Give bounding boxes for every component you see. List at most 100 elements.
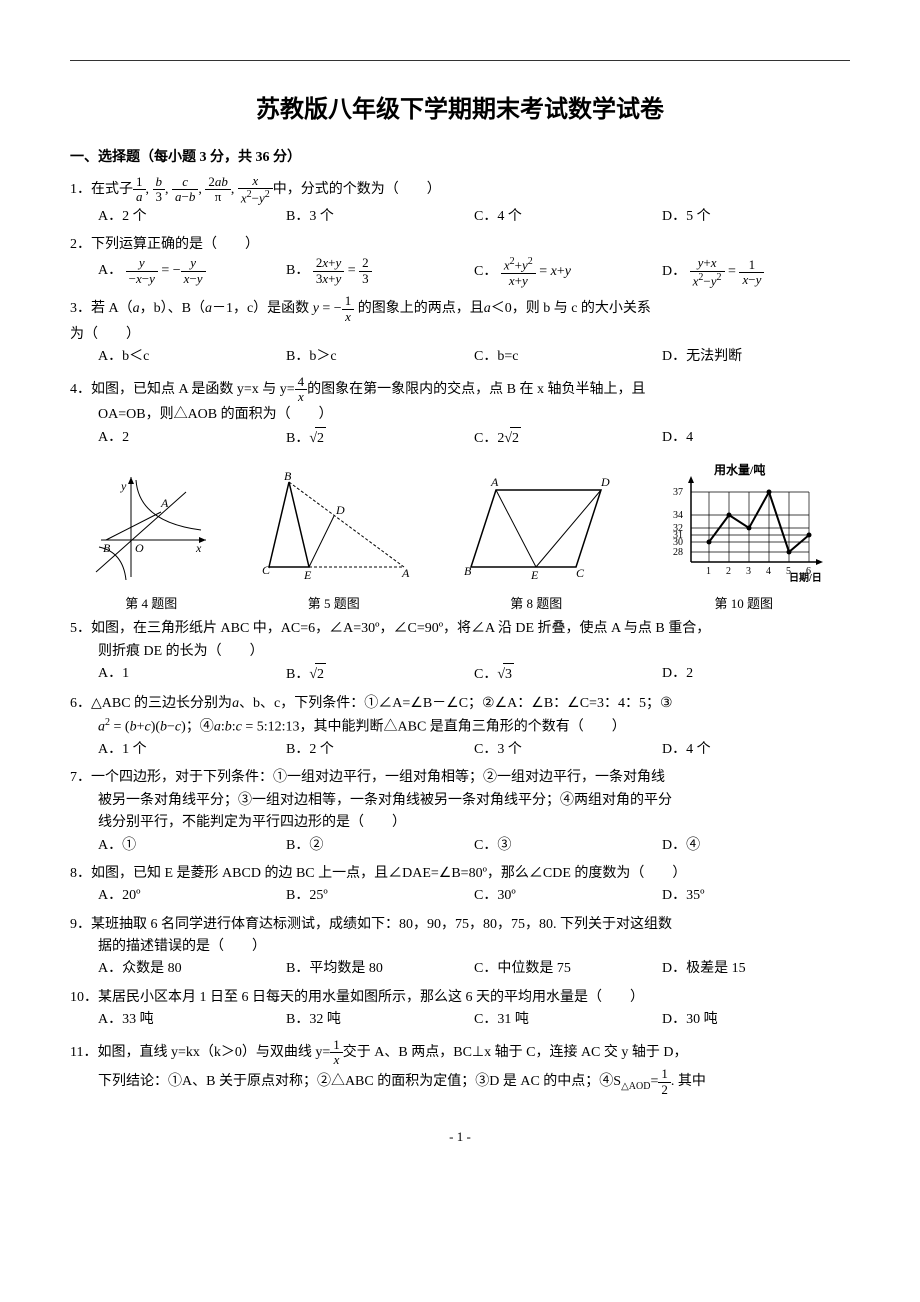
q4-num: 4． <box>70 379 91 401</box>
fig-8: A D B E C 第 8 题图 <box>456 472 616 614</box>
q7-num: 7． <box>70 767 91 789</box>
q8-stem: 如图，已知 E 是菱形 ABCD 的边 BC 上一点，且∠DAE=∠B=80º，… <box>91 863 686 885</box>
q6-optA: A．1 个 <box>98 739 286 761</box>
fig4-caption: 第 4 题图 <box>91 594 211 615</box>
q9-optC: C．中位数是 75 <box>474 958 662 980</box>
q10-optC: C．31 吨 <box>474 1009 662 1031</box>
svg-text:C: C <box>262 563 271 577</box>
fig8-caption: 第 8 题图 <box>456 594 616 615</box>
svg-text:2: 2 <box>726 566 731 577</box>
svg-text:B: B <box>103 541 111 555</box>
fig5-svg: B C E D A <box>254 472 414 582</box>
q6-optB: B．2 个 <box>286 739 474 761</box>
q6-optC: C．3 个 <box>474 739 662 761</box>
q1-optA: A．2 个 <box>98 206 286 228</box>
q9-stem-a: 某班抽取 6 名同学进行体育达标测试，成绩如下：80，90，75，80，75，8… <box>91 914 672 936</box>
svg-text:A: A <box>490 475 499 489</box>
q1-stem-b: 中，分式的个数为（ ） <box>273 179 441 201</box>
q5-optA: A．1 <box>98 663 286 686</box>
q1-expr: 1a, b3, ca−b, 2abπ, xx2−y2 <box>133 174 273 206</box>
svg-text:A: A <box>401 566 410 580</box>
q2-num: 2． <box>70 234 91 256</box>
question-6: 6． △ABC 的三边长分别为a、b、c，下列条件：①∠A=∠B－∠C；②∠A：… <box>70 693 850 762</box>
svg-text:28: 28 <box>673 547 683 558</box>
question-11: 11． 如图，直线 y=kx（k＞0）与双曲线 y=1x交于 A、B 两点，BC… <box>70 1038 850 1097</box>
q2-optD: D． y+xx2−y2 = 1x−y <box>662 256 850 288</box>
q3-stem: 若 A（a，b）、B（a－1，c）是函数 y = −1x 的图象上的两点，且a＜… <box>91 294 651 324</box>
question-10: 10． 某居民小区本月 1 日至 6 日每天的用水量如图所示，那么这 6 天的平… <box>70 987 850 1032</box>
page-number: - 1 - <box>70 1127 850 1148</box>
svg-text:A: A <box>160 496 169 510</box>
question-3: 3． 若 A（a，b）、B（a－1，c）是函数 y = −1x 的图象上的两点，… <box>70 294 850 368</box>
svg-text:4: 4 <box>766 566 771 577</box>
q3-num: 3． <box>70 298 91 320</box>
q6-stem: △ABC 的三边长分别为a、b、c，下列条件：①∠A=∠B－∠C；②∠A：∠B：… <box>91 693 673 715</box>
q3-optB: B．b＞c <box>286 346 474 368</box>
page-title: 苏教版八年级下学期期末考试数学试卷 <box>70 91 850 129</box>
q8-optC: C．30º <box>474 885 662 907</box>
q7-optB: B．② <box>286 835 474 857</box>
question-4: 4． 如图，已知点 A 是函数 y=x 与 y=4x的图象在第一象限内的交点，点… <box>70 375 850 450</box>
q4-optC: C．2√2 <box>474 427 662 450</box>
q10-stem: 某居民小区本月 1 日至 6 日每天的用水量如图所示，那么这 6 天的平均用水量… <box>98 987 644 1009</box>
q10-optD: D．30 吨 <box>662 1009 850 1031</box>
q4-optB: B．√2 <box>286 427 474 450</box>
q8-optA: A．20º <box>98 885 286 907</box>
svg-text:3: 3 <box>746 566 751 577</box>
q11-num: 11． <box>70 1042 97 1064</box>
svg-text:E: E <box>303 568 312 582</box>
question-2: 2． 下列运算正确的是（ ） A． y−x−y = −yx−y B． 2x+y3… <box>70 234 850 288</box>
q9-num: 9． <box>70 914 91 936</box>
q1-stem-a: 在式子 <box>91 179 133 201</box>
q8-optD: D．35º <box>662 885 850 907</box>
q9-stem-b: 据的描述错误的是（ ） <box>70 936 850 958</box>
q10-optB: B．32 吨 <box>286 1009 474 1031</box>
q10-optA: A．33 吨 <box>98 1009 286 1031</box>
svg-text:1: 1 <box>706 566 711 577</box>
q3-optD: D．无法判断 <box>662 346 850 368</box>
q3-stem-f: 为（ ） <box>70 324 850 346</box>
question-8: 8． 如图，已知 E 是菱形 ABCD 的边 BC 上一点，且∠DAE=∠B=8… <box>70 863 850 908</box>
fig10-caption: 第 10 题图 <box>659 594 829 615</box>
q7-stem-c: 线分别平行，不能判定为平行四边形的是（ ） <box>70 812 850 834</box>
q4-stem-c: OA=OB，则△AOB 的面积为（ ） <box>70 404 850 426</box>
fig8-svg: A D B E C <box>456 472 616 582</box>
svg-text:E: E <box>530 568 539 582</box>
fig5-caption: 第 5 题图 <box>254 594 414 615</box>
svg-text:B: B <box>284 472 292 483</box>
q5-optD: D．2 <box>662 663 850 686</box>
q7-stem-b: 被另一条对角线平分；③一组对边相等，一条对角线被另一条对角线平分；④两组对角的平… <box>70 790 850 812</box>
q2-optB: B． 2x+y3x+y = 23 <box>286 256 474 288</box>
svg-text:D: D <box>600 475 610 489</box>
q9-optD: D．极差是 15 <box>662 958 850 980</box>
question-1: 1． 在式子 1a, b3, ca−b, 2abπ, xx2−y2 中，分式的个… <box>70 174 850 228</box>
fig10-svg: 用水量/吨 28 30 31 <box>659 462 829 582</box>
q6-num: 6． <box>70 693 91 715</box>
q3-optA: A．b＜c <box>98 346 286 368</box>
q11-stem: 如图，直线 y=kx（k＞0）与双曲线 y=1x交于 A、B 两点，BC⊥x 轴… <box>97 1038 687 1068</box>
svg-text:37: 37 <box>673 487 683 498</box>
svg-text:用水量/吨: 用水量/吨 <box>713 462 765 477</box>
q4-stem: 如图，已知点 A 是函数 y=x 与 y=4x的图象在第一象限内的交点，点 B … <box>91 375 645 405</box>
q5-num: 5． <box>70 618 91 640</box>
q5-optC: C．√3 <box>474 663 662 686</box>
q9-optA: A．众数是 80 <box>98 958 286 980</box>
q5-stem-a: 如图，在三角形纸片 ABC 中，AC=6，∠A=30º，∠C=90º，将∠A 沿… <box>91 618 710 640</box>
svg-text:D: D <box>335 503 345 517</box>
svg-text:34: 34 <box>673 510 683 521</box>
q4-optA: A．2 <box>98 427 286 450</box>
q7-stem-a: 一个四边形，对于下列条件：①一组对边平行，一组对角相等；②一组对边平行，一条对角… <box>91 767 665 789</box>
q6-optD: D．4 个 <box>662 739 850 761</box>
q1-optC: C．4 个 <box>474 206 662 228</box>
q6-line2: a2 = (b+c)(b−c)；④a:b:c = 5:12:13，其中能判断△A… <box>70 715 850 739</box>
q9-optB: B．平均数是 80 <box>286 958 474 980</box>
fig4-svg: y x A B O <box>91 472 211 582</box>
svg-text:x: x <box>195 541 202 555</box>
q11-line2: 下列结论：①A、B 关于原点对称；②△ABC 的面积为定值；③D 是 AC 的中… <box>70 1067 850 1097</box>
q7-optC: C．③ <box>474 835 662 857</box>
q4-optD: D．4 <box>662 427 850 450</box>
q2-optA: A． y−x−y = −yx−y <box>98 256 286 288</box>
fig-5: B C E D A 第 5 题图 <box>254 472 414 614</box>
fig-10: 用水量/吨 28 30 31 <box>659 462 829 614</box>
q7-optA: A．① <box>98 835 286 857</box>
